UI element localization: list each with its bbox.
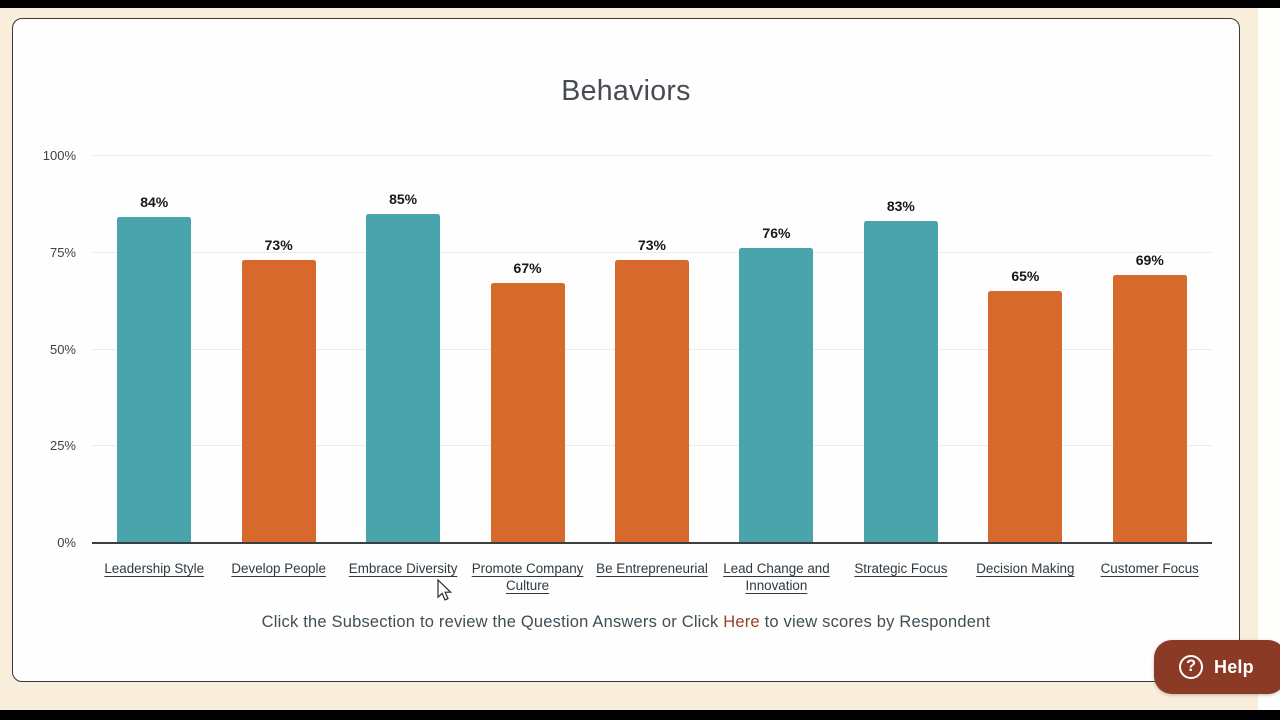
- gridline: [92, 155, 1212, 156]
- subsection-link-leadership-style[interactable]: Leadership Style: [104, 560, 205, 576]
- subsection-link-decision-making[interactable]: Decision Making: [976, 560, 1075, 576]
- bar-value-label: 84%: [140, 194, 169, 211]
- gridline: [92, 251, 1212, 253]
- bar-lead-change-and-innovation[interactable]: [739, 248, 814, 543]
- footer-text-before: Click the Subsection to review the Quest…: [261, 613, 724, 631]
- y-axis-tick-label: 75%: [49, 244, 76, 260]
- bar-value-label: 73%: [264, 236, 293, 253]
- bar-decision-making[interactable]: [988, 290, 1063, 543]
- bar-customer-focus[interactable]: [1112, 275, 1187, 543]
- bar-value-label: 83%: [886, 198, 915, 215]
- bar-value-label: 76%: [762, 225, 791, 242]
- letterbox-top: [0, 0, 1280, 8]
- bar-be-entrepreneurial[interactable]: [615, 260, 689, 543]
- subsection-link-promote-company-culture[interactable]: Promote Company Culture: [471, 560, 584, 594]
- y-axis-tick-label: 25%: [49, 438, 76, 454]
- bar-value-label: 85%: [389, 190, 418, 207]
- subsection-link-strategic-focus[interactable]: Strategic Focus: [854, 560, 948, 576]
- bar-value-label: 73%: [637, 236, 667, 253]
- help-button[interactable]: ? Help: [1154, 640, 1280, 694]
- subsection-link-be-entrepreneurial[interactable]: Be Entrepreneurial: [596, 560, 708, 576]
- right-edge-strip: [1258, 8, 1280, 710]
- chart-title: Behaviors: [561, 75, 691, 107]
- question-mark-circle-icon: ?: [1179, 655, 1203, 679]
- bar-develop-people[interactable]: [241, 260, 316, 543]
- y-axis-tick-label: 0%: [57, 535, 76, 550]
- bar-value-label: 65%: [1011, 267, 1040, 284]
- y-axis-tick-label: 100%: [42, 148, 76, 163]
- footer-instruction: Click the Subsection to review the Quest…: [13, 612, 1239, 633]
- subsection-link-lead-change-and-innovation[interactable]: Lead Change and Innovation: [723, 560, 830, 594]
- bar-leadership-style[interactable]: [117, 217, 192, 543]
- letterbox-bottom: [0, 710, 1280, 720]
- y-axis-tick-label: 50%: [49, 341, 76, 357]
- click-here-link[interactable]: Here: [723, 613, 760, 631]
- subsection-link-develop-people[interactable]: Develop People: [231, 560, 326, 576]
- mouse-cursor-icon: [437, 579, 453, 601]
- help-button-label: Help: [1214, 656, 1254, 677]
- footer-text-after: to view scores by Respondent: [759, 613, 991, 631]
- bar-value-label: 67%: [513, 260, 542, 277]
- bar-chart: 100% 75% 50% 25% 0% 84% Leadership Style 73% Dev…: [43, 148, 1212, 593]
- x-axis-line: [92, 541, 1212, 544]
- bar-value-label: 69%: [1135, 252, 1164, 269]
- report-card: Behaviors 100% 75% 50% 25% 0% 84% Leadership S…: [12, 18, 1240, 682]
- bar-embrace-diversity[interactable]: [366, 213, 441, 543]
- subsection-link-customer-focus[interactable]: Customer Focus: [1100, 560, 1199, 576]
- bar-strategic-focus[interactable]: [863, 221, 938, 543]
- subsection-link-embrace-diversity[interactable]: Embrace Diversity: [348, 560, 458, 576]
- bar-promote-company-culture[interactable]: [490, 283, 565, 543]
